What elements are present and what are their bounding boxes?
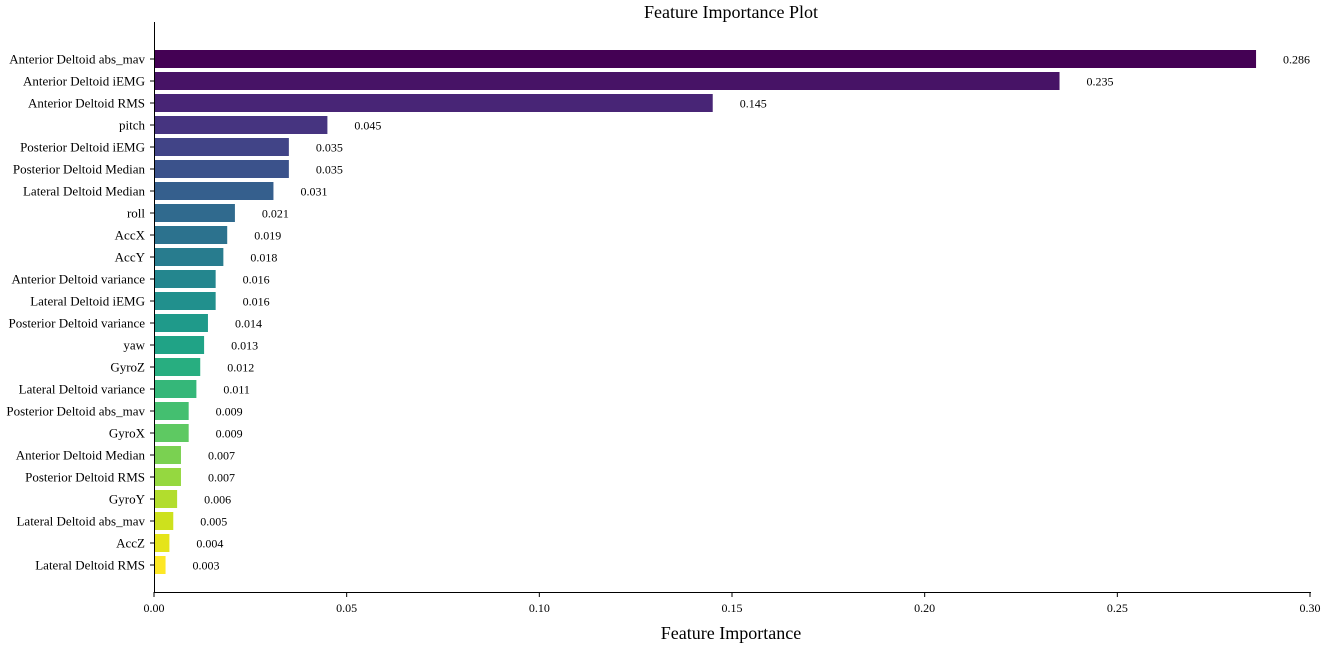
value-label: 0.021 bbox=[262, 207, 289, 221]
x-tick-label: 0.25 bbox=[1107, 601, 1128, 615]
bar bbox=[154, 72, 1060, 90]
value-label: 0.006 bbox=[204, 493, 231, 507]
value-label: 0.286 bbox=[1283, 53, 1310, 67]
y-tick-label: AccX bbox=[115, 228, 146, 243]
value-label: 0.003 bbox=[193, 559, 220, 573]
x-tick-label: 0.15 bbox=[722, 601, 743, 615]
x-tick-label: 0.00 bbox=[144, 601, 165, 615]
value-label: 0.016 bbox=[243, 273, 270, 287]
y-tick-label: Posterior Deltoid abs_mav bbox=[6, 404, 145, 419]
value-label: 0.012 bbox=[227, 361, 254, 375]
y-tick-label: Anterior Deltoid RMS bbox=[28, 96, 145, 111]
value-label: 0.045 bbox=[354, 119, 381, 133]
bar bbox=[154, 490, 178, 508]
y-tick-label: pitch bbox=[119, 118, 145, 133]
value-label: 0.007 bbox=[208, 471, 235, 485]
y-tick-label: yaw bbox=[123, 338, 145, 353]
value-label: 0.009 bbox=[216, 405, 243, 419]
value-label: 0.018 bbox=[250, 251, 277, 265]
y-tick-label: Lateral Deltoid iEMG bbox=[30, 294, 145, 309]
y-tick-label: AccY bbox=[115, 250, 146, 265]
y-tick-label: Posterior Deltoid RMS bbox=[25, 470, 145, 485]
value-label: 0.005 bbox=[200, 515, 227, 529]
bar bbox=[154, 380, 197, 398]
value-label: 0.009 bbox=[216, 427, 243, 441]
y-tick-label: Posterior Deltoid variance bbox=[9, 316, 146, 331]
y-tick-label: Lateral Deltoid abs_mav bbox=[16, 514, 145, 529]
value-label: 0.035 bbox=[316, 141, 343, 155]
x-tick-label: 0.10 bbox=[529, 601, 550, 615]
bar bbox=[154, 270, 216, 288]
bar bbox=[154, 402, 189, 420]
bar bbox=[154, 468, 181, 486]
y-tick-label: Posterior Deltoid Median bbox=[13, 162, 146, 177]
y-tick-label: Anterior Deltoid Median bbox=[16, 448, 146, 463]
bar bbox=[154, 556, 166, 574]
y-tick-label: Anterior Deltoid iEMG bbox=[23, 74, 145, 89]
bar bbox=[154, 314, 208, 332]
y-tick-label: GyroZ bbox=[110, 360, 145, 375]
y-tick-label: Lateral Deltoid Median bbox=[23, 184, 146, 199]
y-tick-label: Anterior Deltoid variance bbox=[11, 272, 145, 287]
value-label: 0.013 bbox=[231, 339, 258, 353]
value-label: 0.031 bbox=[300, 185, 327, 199]
bars-layer bbox=[154, 50, 1257, 574]
x-tick-label: 0.30 bbox=[1300, 601, 1321, 615]
x-ticks-layer: 0.00 0.05 0.10 0.15 0.20 0.25 0.30 bbox=[144, 592, 1321, 615]
value-label: 0.019 bbox=[254, 229, 281, 243]
value-label: 0.007 bbox=[208, 449, 235, 463]
value-labels-layer: 0.286 0.235 0.145 0.045 0.035 0.035 0.031 0.021… bbox=[193, 53, 1310, 573]
bar bbox=[154, 50, 1257, 68]
y-tick-label: Lateral Deltoid RMS bbox=[35, 558, 145, 573]
x-tick-label: 0.05 bbox=[336, 601, 357, 615]
y-tick-label: AccZ bbox=[116, 536, 145, 551]
bar bbox=[154, 248, 224, 266]
bar bbox=[154, 292, 216, 310]
chart-title: Feature Importance Plot bbox=[644, 2, 818, 22]
y-tick-label: Anterior Deltoid abs_mav bbox=[9, 52, 145, 67]
bar bbox=[154, 138, 289, 156]
value-label: 0.016 bbox=[243, 295, 270, 309]
x-axis-label: Feature Importance bbox=[661, 623, 801, 643]
y-tick-label: Posterior Deltoid iEMG bbox=[20, 140, 145, 155]
bar bbox=[154, 160, 289, 178]
x-tick-label: 0.20 bbox=[914, 601, 935, 615]
y-tick-labels-layer: Anterior Deltoid abs_mav Anterior Deltoid… bbox=[6, 52, 154, 573]
bar bbox=[154, 226, 228, 244]
value-label: 0.011 bbox=[223, 383, 250, 397]
y-tick-label: roll bbox=[127, 206, 145, 221]
y-tick-label: Lateral Deltoid variance bbox=[19, 382, 146, 397]
value-label: 0.235 bbox=[1087, 75, 1114, 89]
value-label: 0.145 bbox=[740, 97, 767, 111]
bar bbox=[154, 358, 201, 376]
bar bbox=[154, 336, 205, 354]
y-tick-label: GyroY bbox=[109, 492, 146, 507]
bar bbox=[154, 424, 189, 442]
bar bbox=[154, 182, 274, 200]
value-label: 0.004 bbox=[196, 537, 223, 551]
value-label: 0.035 bbox=[316, 163, 343, 177]
bar bbox=[154, 94, 713, 112]
bar bbox=[154, 446, 181, 464]
y-tick-label: GyroX bbox=[109, 426, 146, 441]
bar bbox=[154, 116, 328, 134]
bar bbox=[154, 512, 174, 530]
value-label: 0.014 bbox=[235, 317, 262, 331]
bar bbox=[154, 204, 235, 222]
bar bbox=[154, 534, 170, 552]
